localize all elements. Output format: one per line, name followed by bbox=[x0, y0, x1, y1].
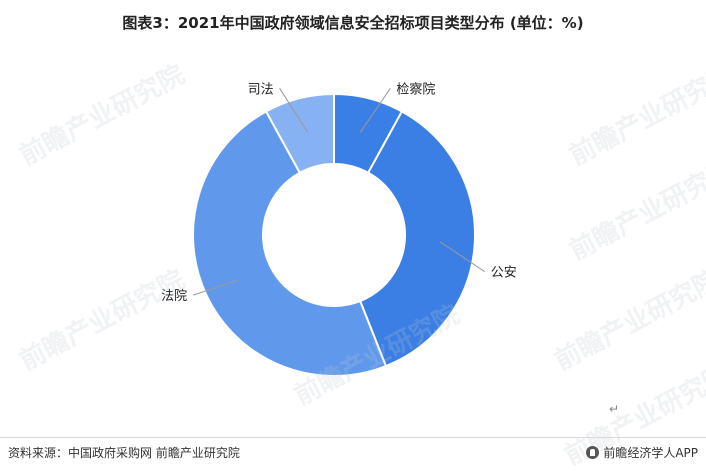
brand: 前瞻经济学人APP bbox=[586, 444, 698, 461]
slice-司法 bbox=[264, 92, 335, 175]
slice-公安 bbox=[358, 110, 476, 368]
slice-label-公安: 公安 bbox=[491, 266, 517, 281]
slices-group bbox=[192, 92, 476, 377]
leader-line-司法 bbox=[279, 88, 309, 133]
slice-label-司法: 司法 bbox=[248, 82, 274, 97]
return-mark-icon: ↵ bbox=[609, 402, 620, 416]
chart-title: 图表3：2021年中国政府领域信息安全招标项目类型分布 (单位：%) bbox=[122, 14, 584, 32]
slice-法院 bbox=[192, 110, 388, 377]
source-note: 资料来源：中国政府采购网 前瞻产业研究院 bbox=[8, 446, 240, 460]
brand-logo-icon bbox=[586, 446, 600, 459]
slice-label-法院: 法院 bbox=[161, 289, 187, 304]
leader-line-公安 bbox=[439, 241, 486, 273]
slice-label-检察院: 检察院 bbox=[396, 82, 435, 97]
footer: 资料来源：中国政府采购网 前瞻产业研究院 前瞻经济学人APP bbox=[0, 437, 706, 467]
leader-line-法院 bbox=[192, 279, 239, 296]
brand-label: 前瞻经济学人APP bbox=[603, 446, 698, 460]
leader-line-检察院 bbox=[359, 88, 391, 133]
